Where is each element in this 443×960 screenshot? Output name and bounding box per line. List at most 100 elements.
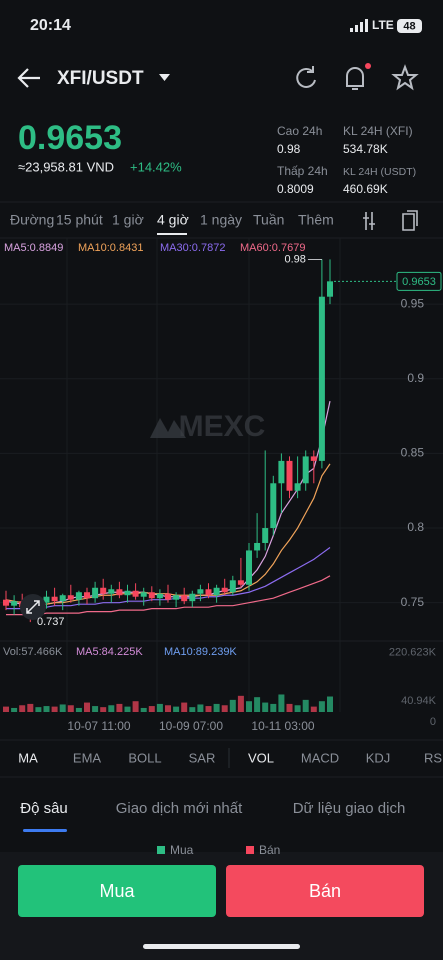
battery-icon bbox=[397, 19, 422, 33]
stat-value: 0.8009 bbox=[277, 182, 314, 196]
indicator-tab[interactable]: SAR bbox=[189, 750, 216, 765]
indicator-tab[interactable]: MACD bbox=[301, 750, 339, 765]
candle-body bbox=[67, 595, 74, 600]
timeframe-underline bbox=[157, 233, 187, 235]
timeframe[interactable]: Tuần bbox=[253, 212, 284, 228]
indicator-tab[interactable]: KDJ bbox=[366, 750, 391, 765]
candle-body bbox=[148, 592, 155, 599]
volume-bar bbox=[254, 697, 261, 712]
volume-legend: Vol:57.466K bbox=[3, 646, 63, 658]
candle-body bbox=[75, 592, 82, 600]
volume-bar bbox=[286, 703, 293, 712]
watermark-logo bbox=[150, 418, 186, 438]
timeframe[interactable]: 1 giờ bbox=[112, 212, 144, 228]
indicator-tab[interactable]: MA bbox=[18, 750, 38, 765]
volume-bar bbox=[197, 704, 204, 712]
legend-label: Mua bbox=[170, 843, 194, 857]
y-tick-label: 0.75 bbox=[401, 595, 425, 609]
volume-bar bbox=[11, 707, 18, 712]
favorite-icon[interactable] bbox=[391, 64, 419, 91]
alert-icon[interactable] bbox=[346, 67, 364, 90]
volume-bar bbox=[116, 703, 123, 712]
section-tab[interactable]: Dữ liệu giao dịch bbox=[293, 800, 406, 817]
sell-button[interactable] bbox=[226, 865, 424, 917]
network: LTE bbox=[372, 18, 394, 32]
candle-body bbox=[11, 601, 18, 606]
volume-bar bbox=[43, 706, 50, 712]
indicator-tab[interactable]: BOLL bbox=[128, 750, 161, 765]
candle-body bbox=[84, 592, 90, 599]
buy-button[interactable] bbox=[18, 865, 216, 917]
timeframe[interactable]: 1 ngày bbox=[200, 212, 242, 228]
candle-body bbox=[100, 587, 107, 594]
refresh-icon[interactable] bbox=[296, 66, 316, 88]
alert-dot bbox=[365, 63, 371, 69]
sell-label: Bán bbox=[309, 881, 341, 901]
candle-body bbox=[181, 595, 188, 602]
candle-body bbox=[51, 596, 58, 602]
volume-bar bbox=[67, 705, 74, 712]
candle-body bbox=[173, 595, 180, 600]
clock: 20:14 bbox=[30, 17, 71, 34]
volume-bar bbox=[262, 702, 269, 712]
expand-icon bbox=[26, 600, 40, 614]
plot bbox=[0, 259, 443, 712]
y-tick-label: 0.8 bbox=[407, 520, 424, 534]
volume-bar bbox=[327, 696, 333, 712]
volume-tick-label: 0 bbox=[430, 716, 436, 728]
indicator-tab[interactable]: VOL bbox=[248, 750, 274, 765]
stat-value: 0.98 bbox=[277, 142, 301, 156]
stat-label: KL 24H (USDT) bbox=[343, 166, 416, 178]
tab-underline bbox=[23, 829, 67, 832]
ma-line bbox=[6, 575, 331, 616]
settings-icon[interactable] bbox=[363, 212, 375, 230]
candle-body bbox=[262, 528, 269, 543]
candle-body bbox=[43, 596, 50, 603]
pair[interactable]: XFI/USDT bbox=[57, 68, 144, 89]
candle-body bbox=[254, 542, 261, 551]
indicator-tab[interactable]: EMA bbox=[73, 750, 102, 765]
section-tab[interactable]: Giao dịch mới nhất bbox=[116, 800, 243, 817]
section-tab[interactable]: Độ sâu bbox=[20, 800, 68, 817]
candle-body bbox=[197, 589, 204, 594]
volume-legend: MA10:89.239K bbox=[164, 646, 237, 658]
buy-label: Mua bbox=[99, 881, 135, 901]
back-button[interactable] bbox=[17, 68, 40, 88]
timeframe[interactable]: Thêm bbox=[298, 212, 334, 228]
legend-swatch bbox=[246, 846, 254, 854]
volume-bar bbox=[124, 706, 131, 712]
candle-body bbox=[221, 587, 228, 593]
last-price: 0.9653 bbox=[18, 119, 122, 157]
battery-level: 48 bbox=[403, 20, 415, 32]
timeframe[interactable]: 4 giờ bbox=[157, 212, 189, 228]
last-price-box bbox=[396, 271, 442, 291]
timeframe[interactable]: Đường bbox=[10, 212, 54, 228]
watermark: MEXC bbox=[179, 410, 266, 443]
volume-bar bbox=[19, 705, 26, 712]
candle-body bbox=[278, 460, 285, 484]
timeframe[interactable]: 15 phút bbox=[56, 212, 103, 228]
ma-legend: MA5:0.8849 bbox=[4, 242, 63, 254]
candle-body bbox=[286, 460, 293, 491]
volume-legend: MA5:84.225K bbox=[76, 646, 143, 658]
last-price-label: 0.9653 bbox=[402, 276, 436, 288]
candle-body bbox=[189, 593, 196, 602]
volume-bar bbox=[132, 701, 139, 712]
volume-bar bbox=[148, 706, 155, 712]
volume-bar bbox=[270, 703, 277, 712]
volume-bar bbox=[246, 701, 252, 712]
stat-value: 534.78K bbox=[343, 142, 388, 156]
candle-body bbox=[116, 589, 123, 596]
indicator-tab[interactable]: RS bbox=[424, 750, 442, 765]
volume-bar bbox=[100, 707, 107, 712]
candle-body bbox=[59, 595, 66, 602]
copy-icon[interactable] bbox=[402, 210, 418, 231]
volume-bar bbox=[27, 703, 34, 712]
candle-body bbox=[213, 587, 220, 596]
stat-label: Thấp 24h bbox=[277, 164, 328, 178]
home-indicator bbox=[143, 944, 300, 949]
stat-label: KL 24H (XFI) bbox=[343, 124, 413, 138]
pair-dropdown[interactable] bbox=[159, 74, 170, 81]
volume-bar bbox=[318, 701, 325, 712]
volume-bar bbox=[156, 703, 163, 712]
